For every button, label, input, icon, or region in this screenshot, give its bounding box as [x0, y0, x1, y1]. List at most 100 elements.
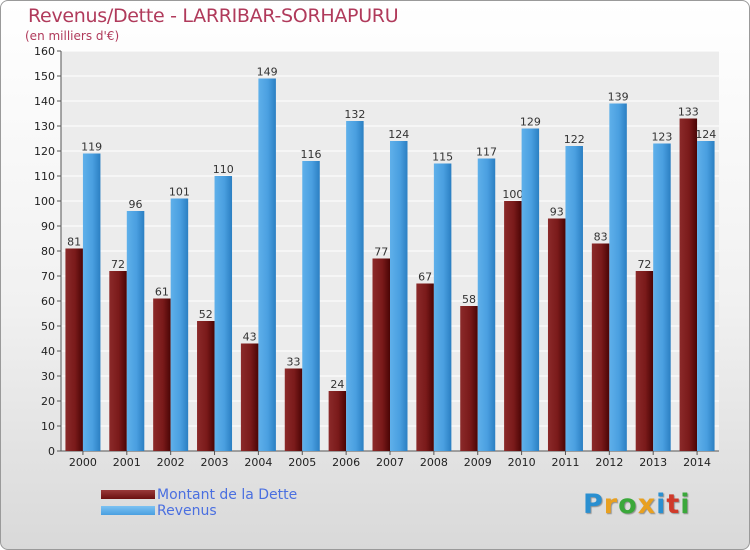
- bar-dette: [591, 243, 610, 451]
- logo-letter: x: [637, 489, 657, 520]
- data-label: 149: [257, 66, 278, 79]
- data-label: 58: [462, 293, 476, 306]
- data-label: 117: [476, 146, 497, 159]
- data-label: 33: [287, 356, 301, 369]
- bar-revenus: [346, 121, 364, 451]
- bar-dette: [504, 201, 522, 451]
- logo-letter: t: [666, 489, 681, 520]
- y-tick-label: 150: [34, 70, 55, 83]
- y-tick-label: 40: [41, 345, 55, 358]
- y-tick-label: 50: [41, 320, 55, 333]
- y-tick-label: 10: [41, 420, 55, 433]
- bar-revenus: [302, 161, 320, 451]
- data-label: 96: [129, 198, 143, 211]
- bar-revenus: [170, 198, 189, 451]
- bar-dette: [679, 118, 698, 451]
- x-tick-label: 2004: [244, 456, 272, 469]
- data-label: 119: [81, 141, 102, 154]
- legend-swatch-dette: [101, 490, 155, 499]
- y-tick-label: 120: [34, 145, 55, 158]
- data-label: 43: [243, 331, 257, 344]
- data-label: 52: [199, 308, 213, 321]
- data-label: 115: [432, 151, 453, 164]
- x-tick-label: 2005: [288, 456, 316, 469]
- data-label: 100: [502, 188, 523, 201]
- logo-letter: i: [680, 489, 691, 520]
- data-label: 61: [155, 286, 169, 299]
- bar-revenus: [609, 103, 627, 451]
- y-tick-label: 110: [34, 170, 55, 183]
- data-label: 24: [330, 378, 344, 391]
- data-label: 93: [550, 206, 564, 219]
- bar-dette: [372, 258, 390, 451]
- bar-dette: [65, 248, 83, 451]
- y-tick-label: 160: [34, 45, 55, 58]
- x-tick-label: 2000: [69, 456, 97, 469]
- data-label: 101: [169, 186, 190, 199]
- x-tick-label: 2010: [508, 456, 536, 469]
- y-tick-label: 60: [41, 295, 55, 308]
- data-label: 123: [651, 131, 672, 144]
- chart-subtitle: (en milliers d'€): [25, 29, 120, 43]
- x-tick-label: 2011: [551, 456, 579, 469]
- bar-revenus: [433, 163, 452, 451]
- plot-area: 0 10 20 30 40 50 60 70 80 90 100 110 120 130 140 150 160…: [34, 45, 719, 469]
- bar-revenus: [565, 146, 583, 451]
- data-label: 122: [564, 133, 585, 146]
- logo-letter: o: [618, 489, 638, 520]
- y-tick-label: 100: [34, 195, 55, 208]
- y-tick-label: 130: [34, 120, 55, 133]
- bar-revenus: [477, 158, 496, 451]
- bar-dette: [153, 298, 171, 451]
- bar-dette: [240, 343, 259, 451]
- legend-label-revenus: Revenus: [157, 503, 217, 519]
- x-tick-label: 2014: [683, 456, 711, 469]
- bar-dette: [460, 306, 478, 451]
- bar-dette: [197, 321, 215, 451]
- bar-revenus: [697, 141, 715, 451]
- bar-revenus: [390, 141, 408, 451]
- x-tick-label: 2012: [595, 456, 623, 469]
- x-tick-label: 2002: [157, 456, 185, 469]
- bar-dette: [284, 368, 303, 451]
- x-tick-label: 2003: [201, 456, 229, 469]
- data-label: 129: [520, 116, 541, 129]
- logo-letter: i: [656, 489, 667, 520]
- bar-revenus: [214, 176, 233, 451]
- logo-letter: r: [603, 489, 619, 520]
- y-tick-label: 80: [41, 245, 55, 258]
- bar-revenus: [258, 78, 276, 451]
- logo-letter: P: [583, 489, 604, 520]
- x-tick-label: 2013: [639, 456, 667, 469]
- bar-revenus: [653, 143, 671, 451]
- data-label: 67: [418, 271, 432, 284]
- proxiti-logo: Proxiti: [583, 489, 691, 520]
- legend-label-dette: Montant de la Dette: [157, 487, 298, 503]
- data-label: 116: [301, 148, 322, 161]
- bar-revenus: [82, 153, 101, 451]
- bar-dette: [416, 283, 434, 451]
- x-tick-label: 2001: [113, 456, 141, 469]
- bar-dette: [635, 271, 654, 451]
- data-label: 81: [67, 236, 81, 249]
- data-label: 132: [344, 108, 365, 121]
- y-tick-label: 140: [34, 95, 55, 108]
- data-label: 133: [678, 106, 699, 119]
- y-tick-label: 90: [41, 220, 55, 233]
- data-label: 72: [637, 258, 651, 271]
- y-tick-label: 30: [41, 370, 55, 383]
- x-tick-label: 2009: [464, 456, 492, 469]
- y-tick-label: 70: [41, 270, 55, 283]
- chart-title: Revenus/Dette - LARRIBAR-SORHAPURU: [28, 5, 399, 27]
- data-label: 139: [608, 91, 629, 104]
- bar-dette: [547, 218, 566, 451]
- bar-dette: [109, 271, 127, 451]
- y-tick-label: 20: [41, 395, 55, 408]
- data-label: 83: [594, 231, 608, 244]
- bar-revenus: [126, 211, 145, 451]
- legend-swatch-revenus: [101, 506, 155, 515]
- x-tick-label: 2008: [420, 456, 448, 469]
- x-tick-label: 2007: [376, 456, 404, 469]
